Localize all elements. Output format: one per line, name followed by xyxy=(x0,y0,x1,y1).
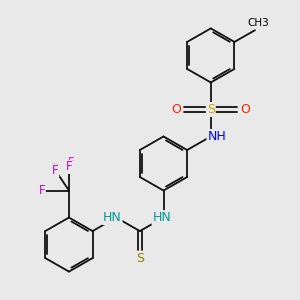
Text: NH: NH xyxy=(208,130,226,143)
Text: F: F xyxy=(37,185,44,196)
Text: HN: HN xyxy=(152,211,171,224)
Text: O: O xyxy=(240,103,250,116)
Text: S: S xyxy=(136,252,144,265)
Text: CH3: CH3 xyxy=(247,18,269,28)
Text: F: F xyxy=(68,157,74,167)
Text: O: O xyxy=(171,103,181,116)
Text: F: F xyxy=(52,164,59,177)
Text: F: F xyxy=(39,184,45,197)
Text: F: F xyxy=(66,160,72,173)
Text: F: F xyxy=(51,163,57,172)
Text: HN: HN xyxy=(103,211,122,224)
Text: S: S xyxy=(207,103,215,116)
